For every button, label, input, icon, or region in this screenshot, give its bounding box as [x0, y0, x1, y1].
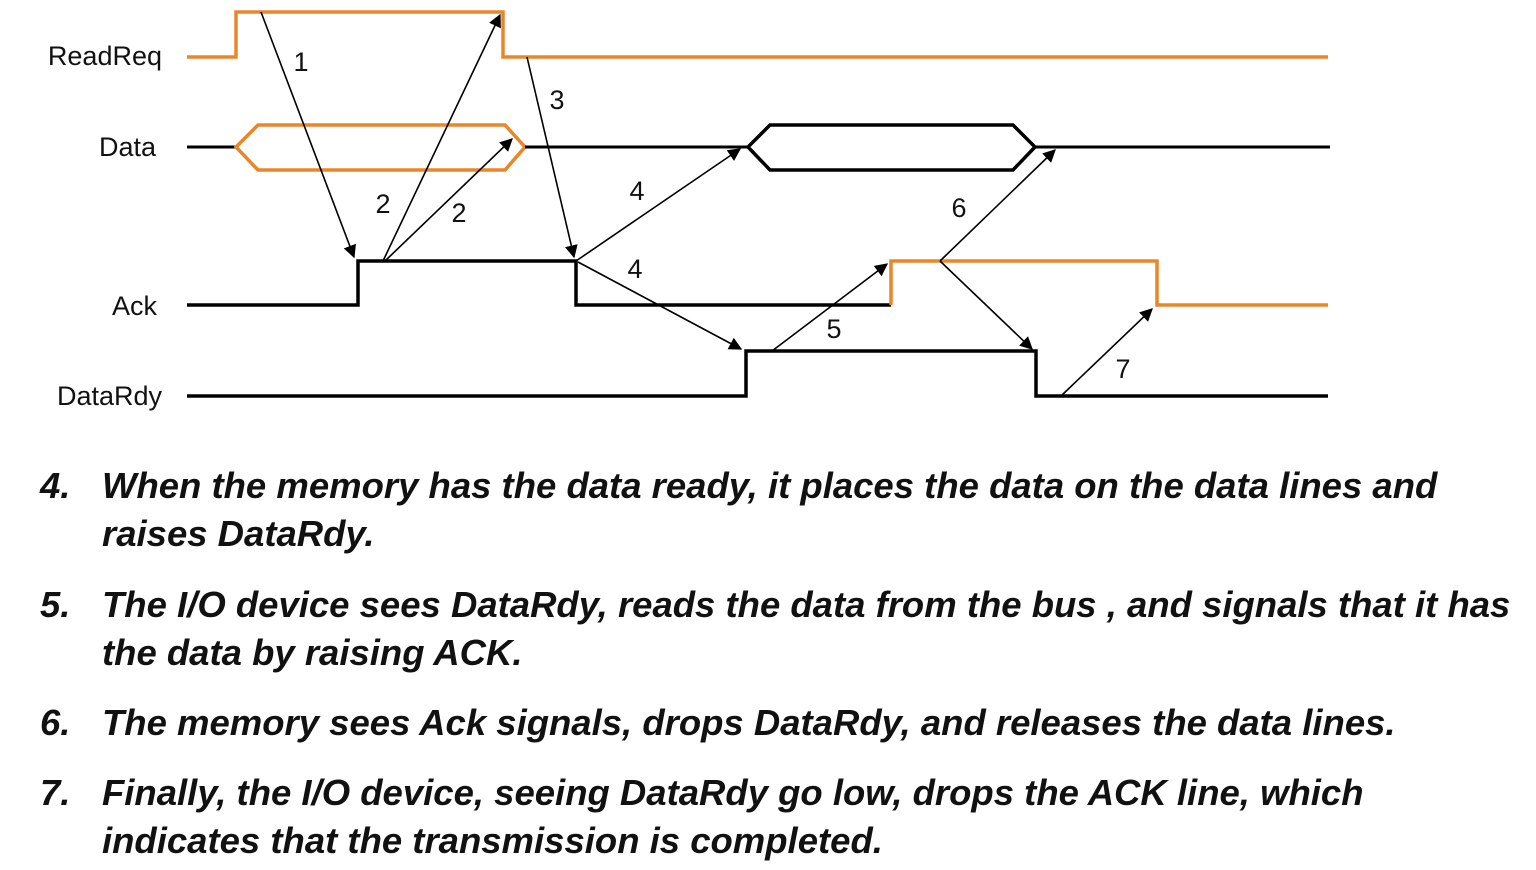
- waveform-data: [187, 123, 1330, 172]
- waveform-datardy: [187, 349, 1328, 398]
- step-number: 7.: [40, 772, 71, 813]
- arrow-7: [1060, 308, 1153, 397]
- step-item: 4. When the memory has the data ready, i…: [40, 462, 1530, 558]
- signal-label-ack: Ack: [112, 291, 158, 321]
- step-text: The memory sees Ack signals, drops DataR…: [102, 702, 1396, 743]
- step-number: 5.: [40, 584, 71, 625]
- arrow-4b: [577, 261, 743, 350]
- step-item: 6. The memory sees Ack signals, drops Da…: [40, 699, 1530, 747]
- arrow-number-3: 3: [549, 85, 564, 115]
- arrow-4a: [575, 148, 742, 262]
- step-text: Finally, the I/O device, seeing DataRdy …: [102, 772, 1364, 861]
- signal-label-readreq: ReadReq: [48, 41, 162, 71]
- waveform-readreq: [187, 10, 1328, 59]
- signal-label-data: Data: [99, 132, 157, 162]
- arrow-6b: [939, 260, 1033, 350]
- step-item: 5. The I/O device sees DataRdy, reads th…: [40, 581, 1530, 677]
- arrow-number-5: 5: [826, 314, 841, 344]
- arrow-6a: [939, 149, 1056, 262]
- arrow-2a: [382, 13, 501, 262]
- arrow-5: [771, 263, 889, 352]
- step-number: 4.: [40, 465, 71, 506]
- step-text: When the memory has the data ready, it p…: [102, 465, 1438, 554]
- signal-label-datardy: DataRdy: [57, 381, 163, 411]
- arrow-number-4a: 4: [629, 176, 644, 206]
- waveform-ack: [187, 259, 1328, 307]
- arrow-3: [526, 56, 578, 259]
- arrow-number-6: 6: [951, 193, 966, 223]
- arrow-number-7: 7: [1115, 354, 1130, 384]
- step-number: 6.: [40, 702, 71, 743]
- step-list: 4. When the memory has the data ready, i…: [40, 462, 1530, 865]
- timing-diagram: ReadReq Data Ack DataRdy 1 2 2 3 4 4 5 6…: [48, 10, 1330, 411]
- step-text: The I/O device sees DataRdy, reads the d…: [102, 584, 1511, 673]
- arrow-1: [260, 11, 356, 259]
- arrow-number-1: 1: [293, 47, 308, 77]
- arrow-number-4b: 4: [627, 254, 642, 284]
- step-item: 7. Finally, the I/O device, seeing DataR…: [40, 769, 1530, 865]
- arrow-number-2b: 2: [451, 198, 466, 228]
- arrow-2b: [384, 138, 513, 262]
- arrow-number-2a: 2: [375, 189, 390, 219]
